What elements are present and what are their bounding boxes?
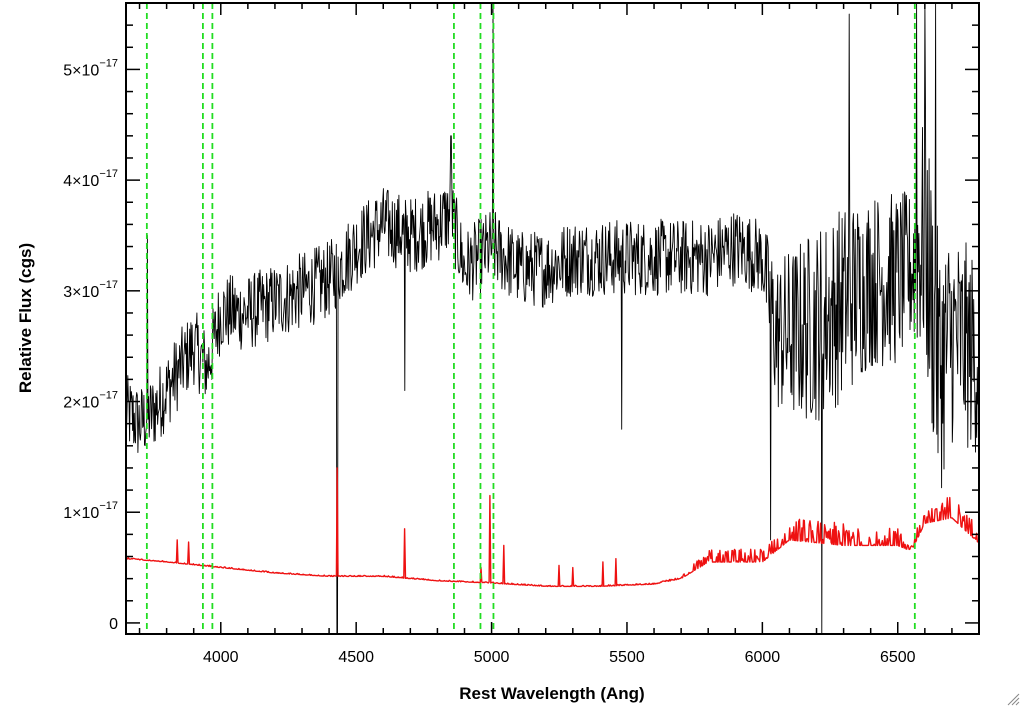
- y-tick-label: 0: [109, 616, 118, 633]
- y-tick-label: 1×10−17: [63, 500, 118, 522]
- plot-data: [126, 3, 979, 634]
- x-tick-label: 5500: [609, 649, 645, 666]
- series-line-2: [126, 467, 979, 588]
- y-axis-title: Relative Flux (cgs): [16, 243, 35, 393]
- reference-lines: [145, 3, 916, 634]
- y-tick-label: 2×10−17: [63, 390, 118, 412]
- plot-frame: [125, 2, 980, 635]
- y-tick-label: 3×10−17: [63, 279, 118, 301]
- window-resize-grip[interactable]: [1007, 693, 1020, 706]
- x-tick-label: 4500: [338, 649, 374, 666]
- y-tick-label: 4×10−17: [63, 168, 118, 190]
- tick-labels: 4000 4500 5000 5500 6000 6500 0 1×10−17 2×10−17 3…: [63, 57, 915, 666]
- x-tick-label: 6000: [745, 649, 781, 666]
- series-line-1: [126, 3, 979, 634]
- x-tick-label: 5000: [474, 649, 510, 666]
- x-tick-label: 4000: [203, 649, 239, 666]
- axes: [125, 2, 980, 635]
- y-tick-label: 5×10−17: [63, 57, 118, 79]
- x-tick-label: 6500: [880, 649, 916, 666]
- x-axis-title: Rest Wavelength (Ang): [459, 684, 644, 703]
